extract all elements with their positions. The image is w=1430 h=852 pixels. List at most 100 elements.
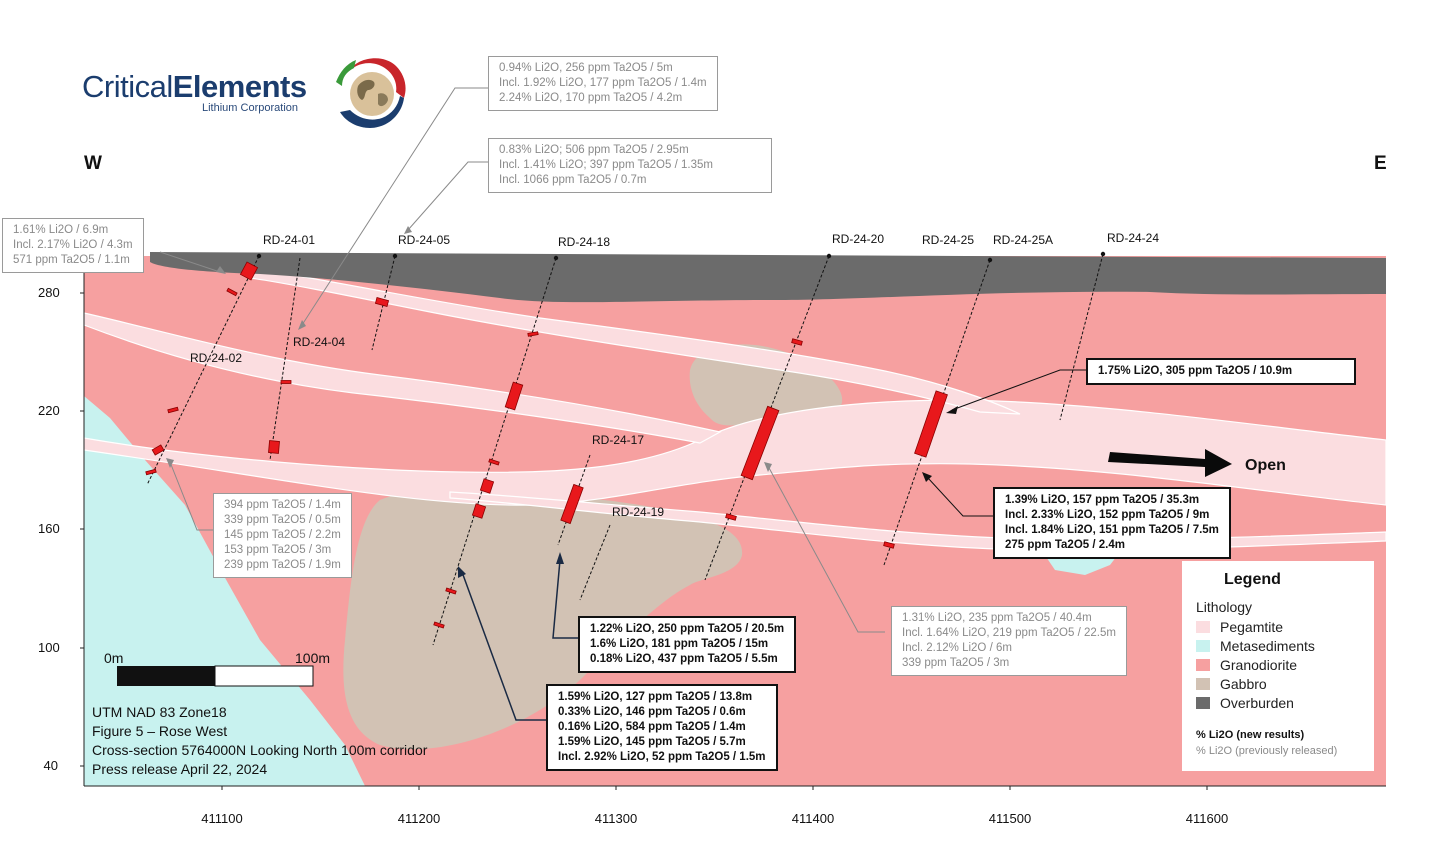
annotation-line: 0.33% Li2O, 146 ppm Ta2O5 / 0.6m [558,706,746,718]
legend-note-new: % Li2O (new results) [1196,729,1305,741]
legend-item-gabbro: Gabbro [1196,675,1267,693]
arrowhead-rd20 [764,462,772,472]
drillhole-label: RD-24-19 [612,505,665,519]
annotation-line: Incl. 1.64% Li2O, 219 ppm Ta2O5 / 22.5m [902,627,1116,639]
x-tick-label: 411400 [791,811,835,826]
intercept-rd-24-20-a [740,405,780,481]
arrowhead-left [216,266,226,274]
collar-rd-24-01 [256,253,262,259]
annotation-line: 239 ppm Ta2O5 / 1.9m [224,559,341,571]
drillhole-label: RD-24-24 [1107,231,1160,245]
open-arrow [1108,449,1232,477]
annotation-line: Incl. 2.92% Li2O, 52 ppm Ta2O5 / 1.5m [558,751,766,763]
leader-rd25 [951,369,1086,411]
x-tick-label: 411300 [594,811,638,826]
drillhole-label: RD-24-20 [832,232,885,246]
info-line: Cross-section 5764000N Looking North 100… [92,742,428,758]
scale-end-label: 100m [295,650,331,666]
collar-rd-24-24 [1100,251,1106,257]
metasediments-unit-left [84,396,365,786]
drill-trace-rd-24-24 [1059,253,1104,421]
legend-swatch [1196,621,1210,633]
legend-swatch [1196,659,1210,671]
annotation-box-rd25: 1.75% Li2O, 305 ppm Ta2O5 / 10.9m [1086,358,1356,385]
annotation-line: Incl. 2.33% Li2O, 152 ppm Ta2O5 / 9m [1005,509,1210,521]
legend-swatch [1196,640,1210,652]
legend-item-overburden: Overburden [1196,694,1294,712]
drill-trace-rd-24-19 [579,524,611,601]
overburden-unit [150,252,1386,303]
arrowhead-top1 [298,320,306,330]
leader-top1 [301,87,488,326]
annotation-line: 1.61% Li2O / 6.9m [13,224,109,236]
drillhole-label: RD-24-04 [293,335,346,349]
annotation-line: 394 ppm Ta2O5 / 1.4m [224,499,341,511]
legend-swatch [1196,678,1210,690]
drill-trace-rd-24-18 [432,257,557,646]
leader-rd17 [552,559,578,639]
intercept-small [527,331,539,337]
intercept-rd-24-25-a [914,390,948,458]
annotation-line: 275 ppm Ta2O5 / 2.4m [1005,539,1125,551]
y-tick-label: 160 [38,521,60,536]
leader-top2 [407,161,488,231]
annotation-line: 339 ppm Ta2O5 / 3m [902,657,1010,669]
collar-rd-24-18 [553,255,559,261]
intercept-rd-24-18-c [471,503,487,519]
gabbro-unit-south [343,490,743,750]
annotation-line: Incl. 2.12% Li2O / 6m [902,642,1012,654]
annotation-line: Incl. 1.92% Li2O, 177 ppm Ta2O5 / 1.4m [499,77,707,89]
annotation-line: 1.59% Li2O, 127 ppm Ta2O5 / 13.8m [558,691,753,703]
annotation-line: 153 ppm Ta2O5 / 3m [224,544,332,556]
scale-start-label: 0m [104,650,124,666]
legend-note-old: % Li2O (previously released) [1196,745,1338,757]
scale-bar-black [117,666,215,686]
drill-trace-rd-24-05 [371,255,396,351]
intercept-rd-24-01-a [239,261,259,281]
x-tick-label: 411100 [201,811,243,826]
annotation-line: Incl. 1.84% Li2O, 151 ppm Ta2O5 / 7.5m [1005,524,1219,536]
annotation-line: 0.18% Li2O, 437 ppm Ta2O5 / 5.5m [590,653,778,665]
annotation-line: Incl. 1.41% Li2O; 397 ppm Ta2O5 / 1.35m [499,159,713,171]
intercept-small [791,338,803,346]
annotation-line: 145 ppm Ta2O5 / 2.2m [224,529,341,541]
drillhole-label: RD-24-18 [558,235,611,249]
intercept-small [725,513,737,521]
arrowhead-rd02 [166,458,174,468]
legend-panel: Legend Lithology Pegamtite Metasediments… [1182,561,1374,771]
intercept-rd-24-17-a [560,483,584,525]
info-line: Press release April 22, 2024 [92,761,268,777]
arrowhead-rd18 [458,566,466,578]
annotation-box-rd20: 1.31% Li2O, 235 ppm Ta2O5 / 40.4m Incl. … [891,606,1127,676]
intercept-small [488,458,500,466]
intercept-small [226,287,238,297]
annotation-line: 0.16% Li2O, 584 ppm Ta2O5 / 1.4m [558,721,746,733]
pegmatite-dykes [83,267,1387,551]
legend-item-metasediments: Metasediments [1196,637,1315,655]
x-tick-label: 411200 [397,811,441,826]
annotation-box-top2: 0.83% Li2O; 506 ppm Ta2O5 / 2.95m Incl. … [488,138,772,193]
leader-rd02 [169,461,213,531]
collar-rd-24-05 [392,253,398,259]
arrowhead-rd17 [556,552,564,564]
drillhole-label: RD-24-05 [398,233,451,247]
annotation-box-rd02: 394 ppm Ta2O5 / 1.4m 339 ppm Ta2O5 / 0.5… [213,493,352,578]
drillhole-label: RD-24-01 [263,233,316,247]
intercept-rd-24-18-a [504,381,524,411]
annotation-box-top1: 0.94% Li2O, 256 ppm Ta2O5 / 5m Incl. 1.9… [488,56,718,111]
legend-swatch [1196,697,1210,709]
globe-icon [336,58,406,128]
intercept-rd-24-05-a [374,297,390,307]
annotation-line: 339 ppm Ta2O5 / 0.5m [224,514,341,526]
annotation-line: 0.94% Li2O, 256 ppm Ta2O5 / 5m [499,62,673,74]
open-label: Open [1245,457,1286,474]
arrowhead-top2 [404,226,412,234]
annotation-box-left: 1.61% Li2O / 6.9m Incl. 2.17% Li2O / 4.3… [2,218,144,273]
annotation-line: 1.59% Li2O, 145 ppm Ta2O5 / 5.7m [558,736,746,748]
y-tick-label: 40 [43,758,58,773]
collar-rd-24-20 [826,253,832,259]
collar-rd-24-25 [987,257,993,263]
leader-left [159,251,221,273]
arrowhead-rd25a [922,472,932,482]
annotation-line: Incl. 2.17% Li2O / 4.3m [13,239,133,251]
